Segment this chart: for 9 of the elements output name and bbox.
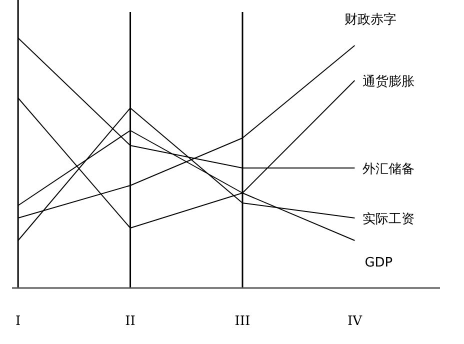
x-tick-label: IV [347,314,363,329]
series-label: 实际工资 [362,212,415,227]
x-tick-label: I [15,314,21,329]
series-label: 通货膨胀 [362,74,415,90]
x-tick-label: II [125,314,136,329]
x-tick-label: III [234,314,250,329]
series-label: 财政赤字 [344,12,397,28]
series-label: 外汇储备 [362,162,415,177]
series-label: GDP [364,256,393,270]
